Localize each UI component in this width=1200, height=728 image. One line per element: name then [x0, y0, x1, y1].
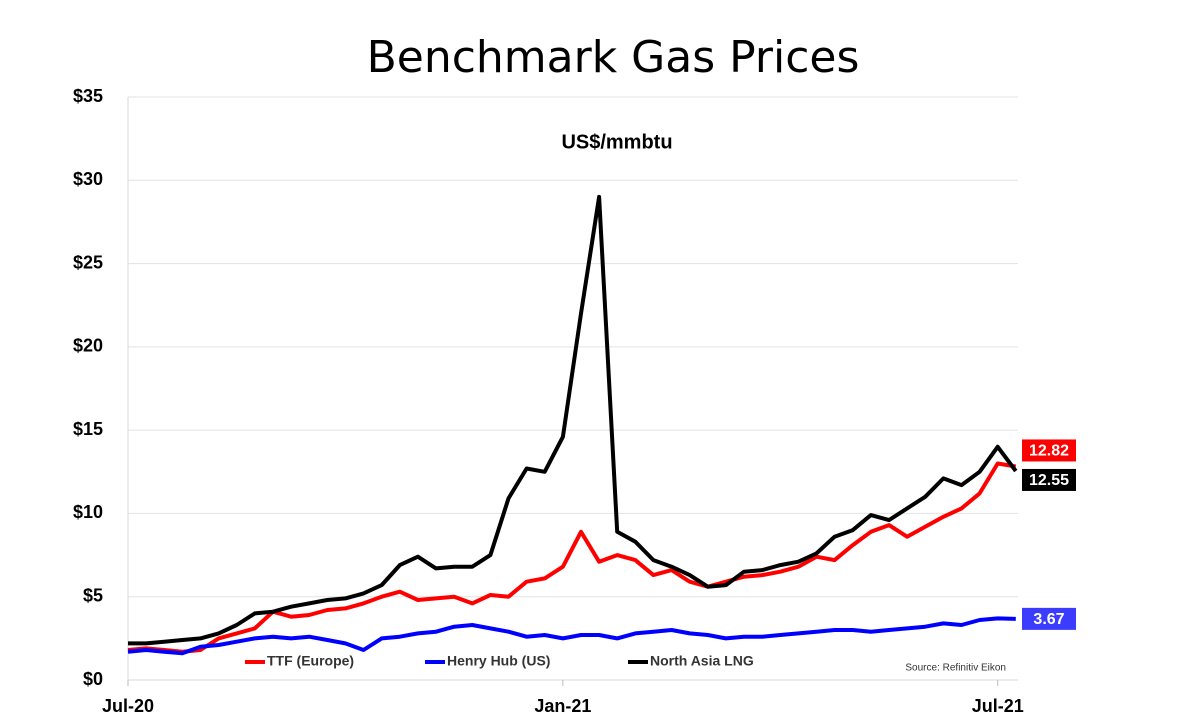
series-line — [128, 194, 1018, 646]
y-tick-label: $0 — [83, 669, 103, 689]
series-line — [127, 616, 1016, 656]
end-label-text: 12.55 — [1029, 472, 1069, 489]
x-tick-label: Jul-21 — [972, 696, 1024, 716]
y-tick-label: $35 — [73, 86, 103, 106]
y-tick-label: $20 — [73, 336, 103, 356]
y-tick-label: $5 — [83, 585, 103, 605]
end-label-box — [1022, 607, 1076, 630]
end-label-text: 3.67 — [1033, 611, 1064, 628]
legend-label: Henry Hub (US) — [447, 653, 550, 669]
end-label: 3.67 — [1022, 607, 1076, 630]
end-label: 12.55 — [1022, 468, 1076, 491]
source-note: Source: Refinitiv Eikon — [905, 663, 1006, 674]
end-label: 12.82 — [1022, 439, 1076, 462]
legend-item: North Asia LNG — [628, 653, 754, 669]
x-tick-label: Jul-20 — [102, 696, 154, 716]
y-tick-label: $10 — [73, 502, 103, 522]
y-tick-label: $30 — [73, 169, 103, 189]
chart-subtitle: US$/mmbtu — [561, 131, 672, 153]
y-tick-label: $25 — [73, 252, 103, 272]
end-label-box — [1022, 468, 1076, 491]
y-tick-label: $15 — [73, 419, 103, 439]
legend-label: TTF (Europe) — [267, 653, 354, 669]
chart-title: Benchmark Gas Prices — [367, 32, 860, 83]
x-tick-label: Jan-21 — [534, 696, 591, 716]
legend-item: TTF (Europe) — [245, 653, 354, 669]
legend-label: North Asia LNG — [650, 653, 754, 669]
end-label-box — [1022, 439, 1076, 462]
legend-item: Henry Hub (US) — [425, 653, 550, 669]
end-label-text: 12.82 — [1029, 443, 1069, 460]
